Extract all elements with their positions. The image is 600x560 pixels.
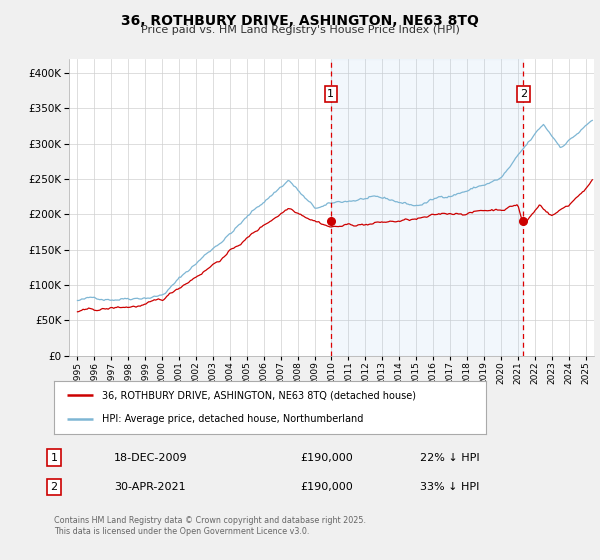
Text: 2: 2	[50, 482, 58, 492]
Text: 36, ROTHBURY DRIVE, ASHINGTON, NE63 8TQ (detached house): 36, ROTHBURY DRIVE, ASHINGTON, NE63 8TQ …	[101, 390, 416, 400]
Text: £190,000: £190,000	[300, 482, 353, 492]
Text: 2: 2	[520, 89, 527, 99]
Text: 33% ↓ HPI: 33% ↓ HPI	[420, 482, 479, 492]
Text: HPI: Average price, detached house, Northumberland: HPI: Average price, detached house, Nort…	[101, 414, 363, 424]
Bar	[331, 59, 523, 356]
Text: Contains HM Land Registry data © Crown copyright and database right 2025.
This d: Contains HM Land Registry data © Crown c…	[54, 516, 366, 536]
Text: Price paid vs. HM Land Registry's House Price Index (HPI): Price paid vs. HM Land Registry's House …	[140, 25, 460, 35]
Text: 36, ROTHBURY DRIVE, ASHINGTON, NE63 8TQ: 36, ROTHBURY DRIVE, ASHINGTON, NE63 8TQ	[121, 14, 479, 28]
Text: 22% ↓ HPI: 22% ↓ HPI	[420, 452, 479, 463]
Text: 18-DEC-2009: 18-DEC-2009	[114, 452, 188, 463]
Text: £190,000: £190,000	[300, 452, 353, 463]
Text: 1: 1	[50, 452, 58, 463]
Text: 1: 1	[328, 89, 334, 99]
Text: 30-APR-2021: 30-APR-2021	[114, 482, 185, 492]
